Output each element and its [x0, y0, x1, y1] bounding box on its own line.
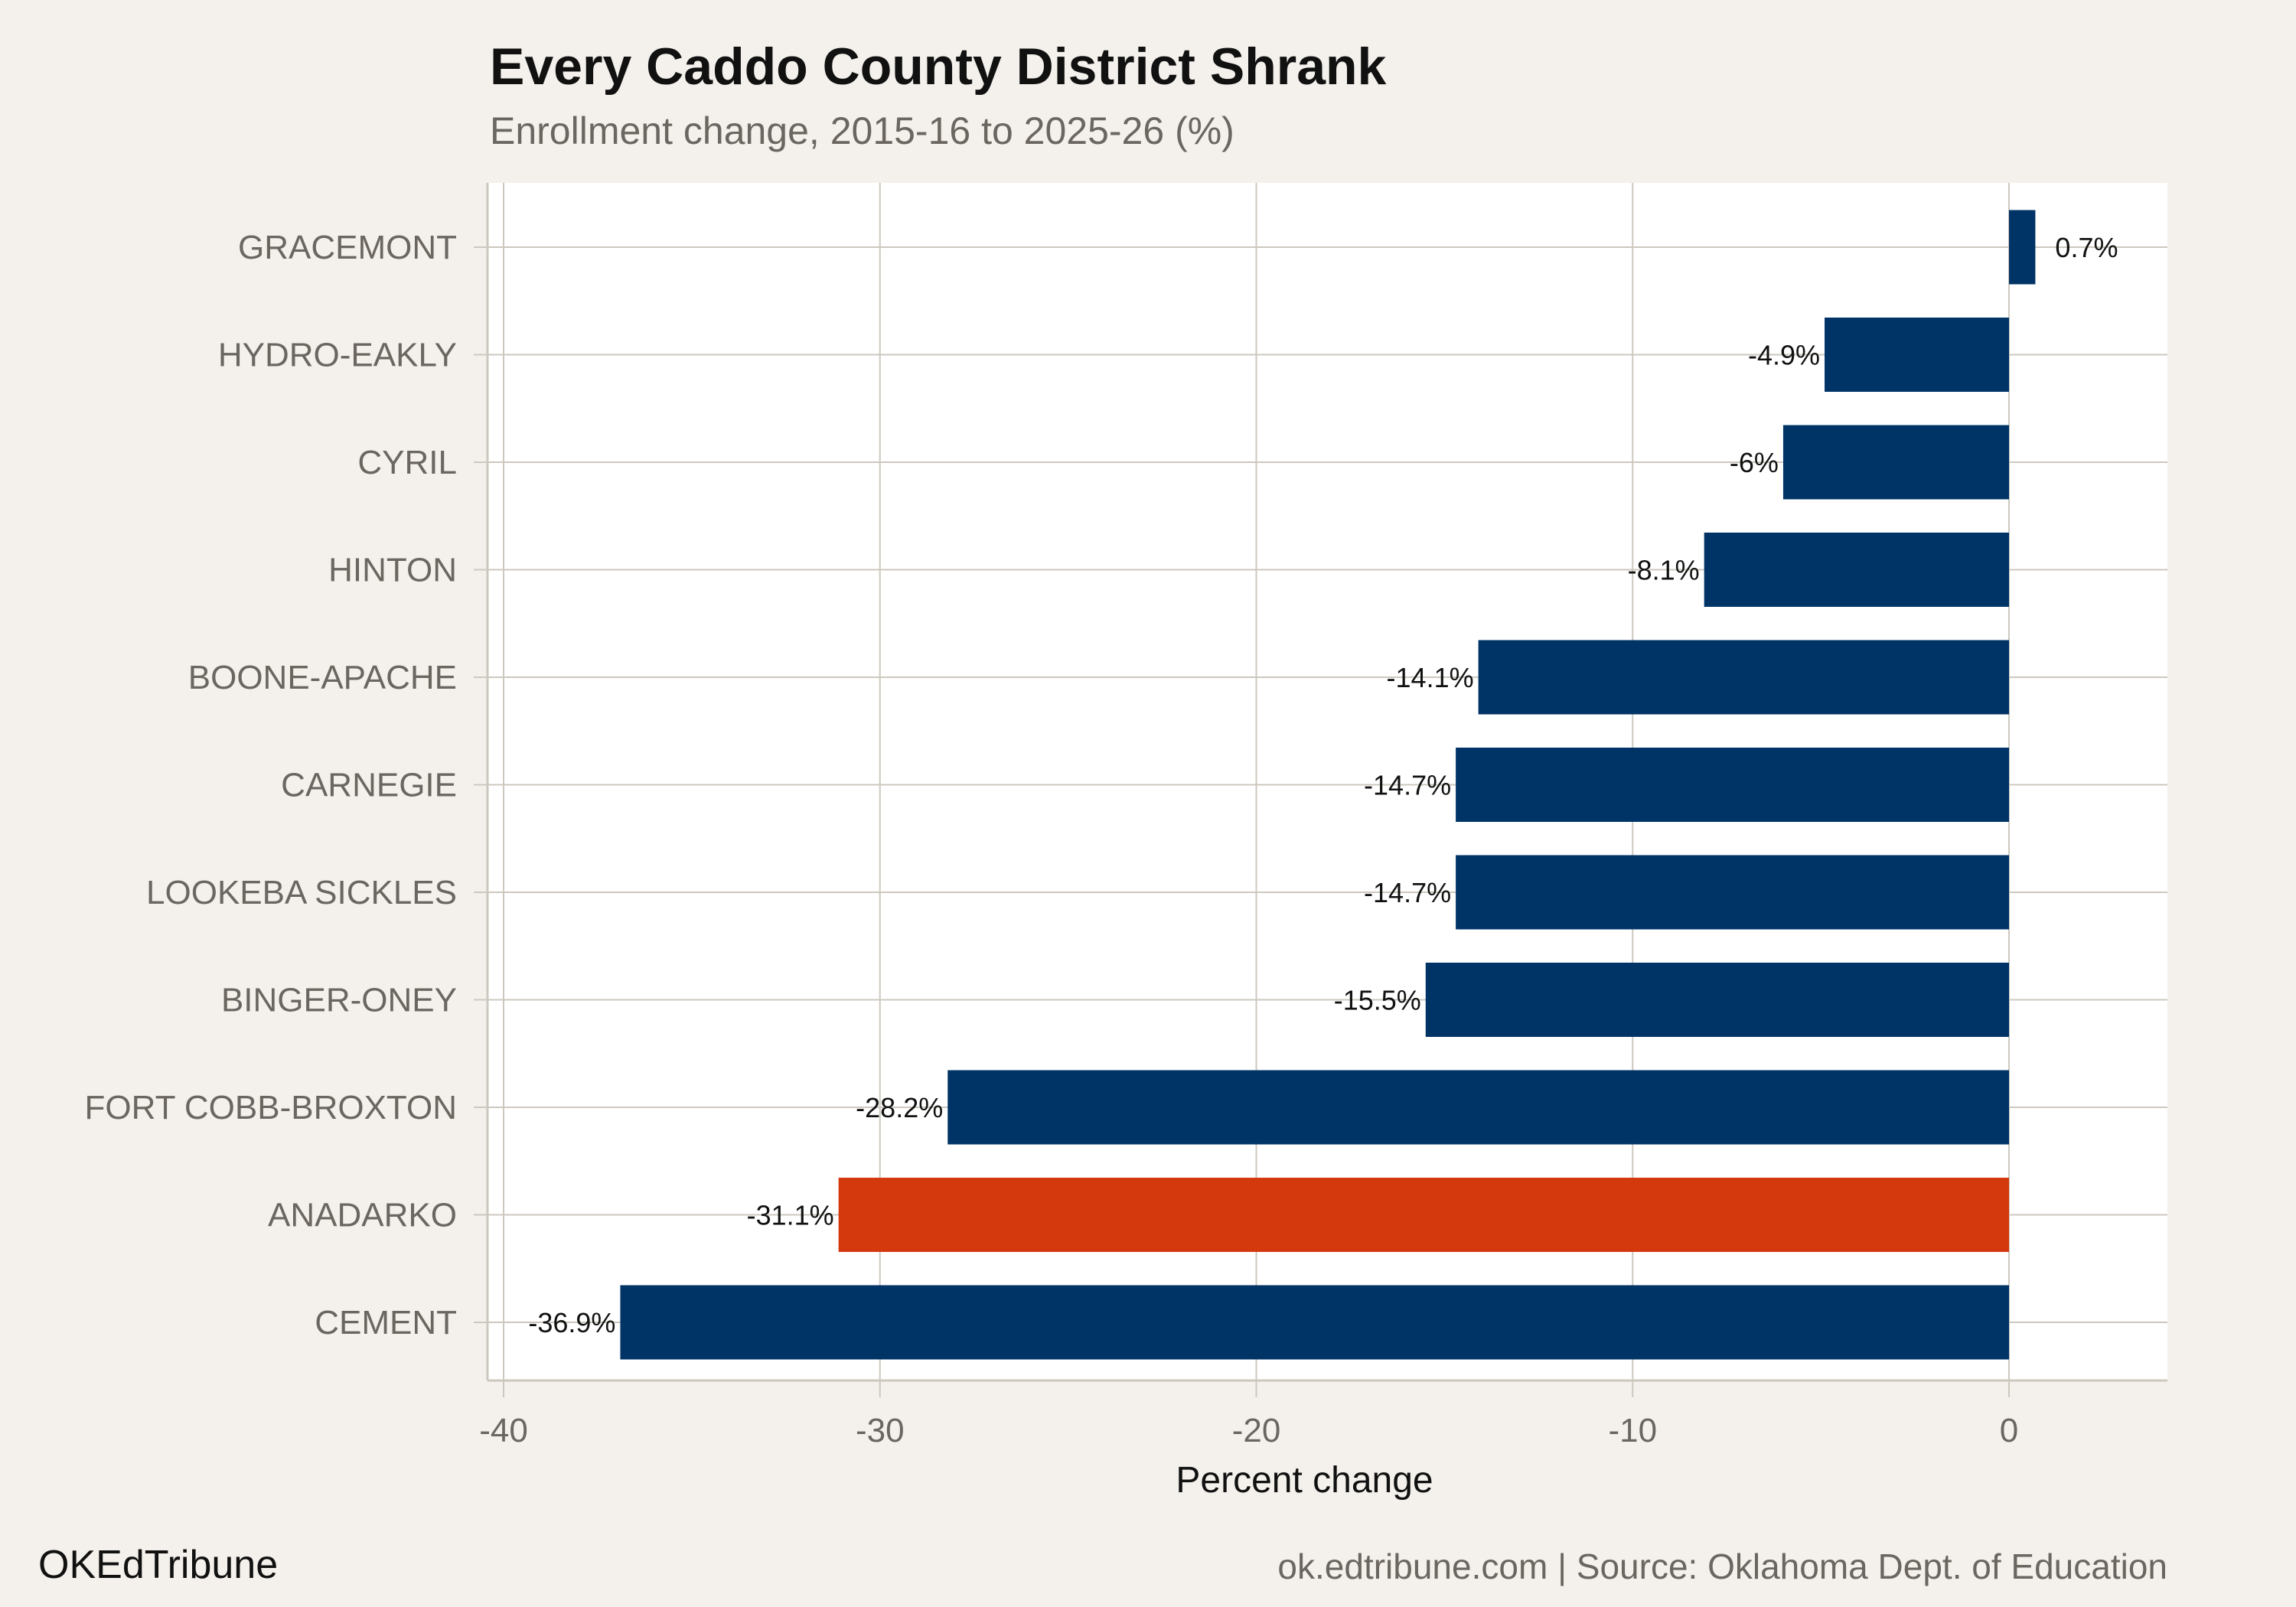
brand-logo-text: OKEdTribune [38, 1543, 279, 1587]
y-tick-label: CARNEGIE [281, 767, 457, 804]
bar-binger-oney [1425, 963, 2009, 1037]
data-label: -6% [1730, 447, 1779, 478]
source-note: ok.edtribune.com | Source: Oklahoma Dept… [1277, 1547, 2167, 1586]
x-tick-label: 0 [2000, 1412, 2018, 1449]
x-tick-label: -40 [479, 1412, 528, 1449]
data-label: -14.7% [1364, 877, 1451, 908]
data-label: -15.5% [1334, 985, 1421, 1016]
bar-cyril [1782, 425, 2009, 500]
y-tick-label: FORT COBB-BROXTON [84, 1089, 457, 1126]
bar-fort-cobb-broxton [947, 1070, 2009, 1145]
chart-title: Every Caddo County District Shrank [490, 37, 1387, 96]
bar-cement [620, 1285, 2009, 1360]
data-label: -14.1% [1387, 662, 1474, 693]
bar-boone-apache [1478, 640, 2009, 715]
y-tick-label: HINTON [328, 552, 457, 589]
data-label: -28.2% [856, 1092, 943, 1123]
data-label: 0.7% [2055, 232, 2118, 263]
data-label: -4.9% [1748, 340, 1820, 371]
data-label: -36.9% [528, 1307, 615, 1338]
y-tick-label: BINGER-ONEY [221, 982, 457, 1019]
y-tick-label: GRACEMONT [238, 229, 457, 266]
bar-carnegie [1456, 748, 2009, 822]
y-tick-label: ANADARKO [268, 1197, 457, 1234]
y-tick-label: HYDRO-EAKLY [218, 337, 457, 374]
data-label: -8.1% [1628, 555, 1700, 586]
bar-lookeba-sickles [1456, 855, 2009, 930]
x-tick-label: -30 [856, 1412, 905, 1449]
y-tick-label: BOONE-APACHE [188, 659, 457, 696]
bar-hinton [1704, 533, 2009, 607]
data-label: -14.7% [1364, 770, 1451, 801]
y-tick-label: LOOKEBA SICKLES [146, 874, 457, 911]
bar-anadarko [838, 1178, 2009, 1252]
x-tick-label: -10 [1608, 1412, 1657, 1449]
chart-subtitle: Enrollment change, 2015-16 to 2025-26 (%… [490, 109, 1234, 152]
bar-gracemont [2009, 210, 2036, 285]
bar-hydro-eakly [1825, 318, 2009, 392]
x-tick-label: -20 [1232, 1412, 1281, 1449]
data-label: -31.1% [747, 1200, 834, 1231]
y-tick-label: CYRIL [357, 444, 457, 481]
y-tick-label: CEMENT [315, 1304, 457, 1341]
x-axis-title: Percent change [1176, 1460, 1433, 1501]
